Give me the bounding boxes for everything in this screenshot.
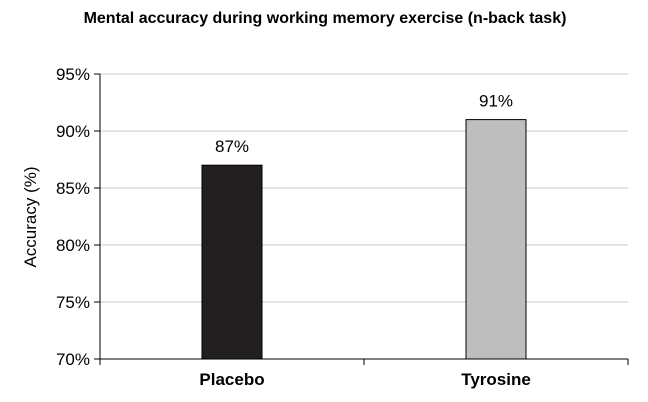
y-tick-label: 85% [56, 179, 90, 198]
bar-placebo [201, 164, 263, 360]
y-tick-label: 80% [56, 236, 90, 255]
x-tick-label: Tyrosine [461, 370, 531, 389]
x-tick-label: Placebo [199, 370, 264, 389]
y-axis-label: Accuracy (%) [21, 166, 40, 267]
bars [201, 119, 527, 360]
y-tick-label: 70% [56, 350, 90, 369]
data-label: 91% [479, 92, 513, 111]
labels: 70% 75% 80% 85% 90% 95% 87% Placebo 91% Tyrosine [56, 65, 531, 389]
y-tick-label: 75% [56, 293, 90, 312]
data-label: 87% [215, 137, 249, 156]
bar-tyrosine [465, 119, 527, 360]
y-tick-label: 90% [56, 122, 90, 141]
y-tick-label: 95% [56, 65, 90, 84]
axes [94, 73, 629, 365]
chart-title: Mental accuracy during working memory ex… [83, 10, 567, 27]
gridlines [100, 73, 628, 303]
